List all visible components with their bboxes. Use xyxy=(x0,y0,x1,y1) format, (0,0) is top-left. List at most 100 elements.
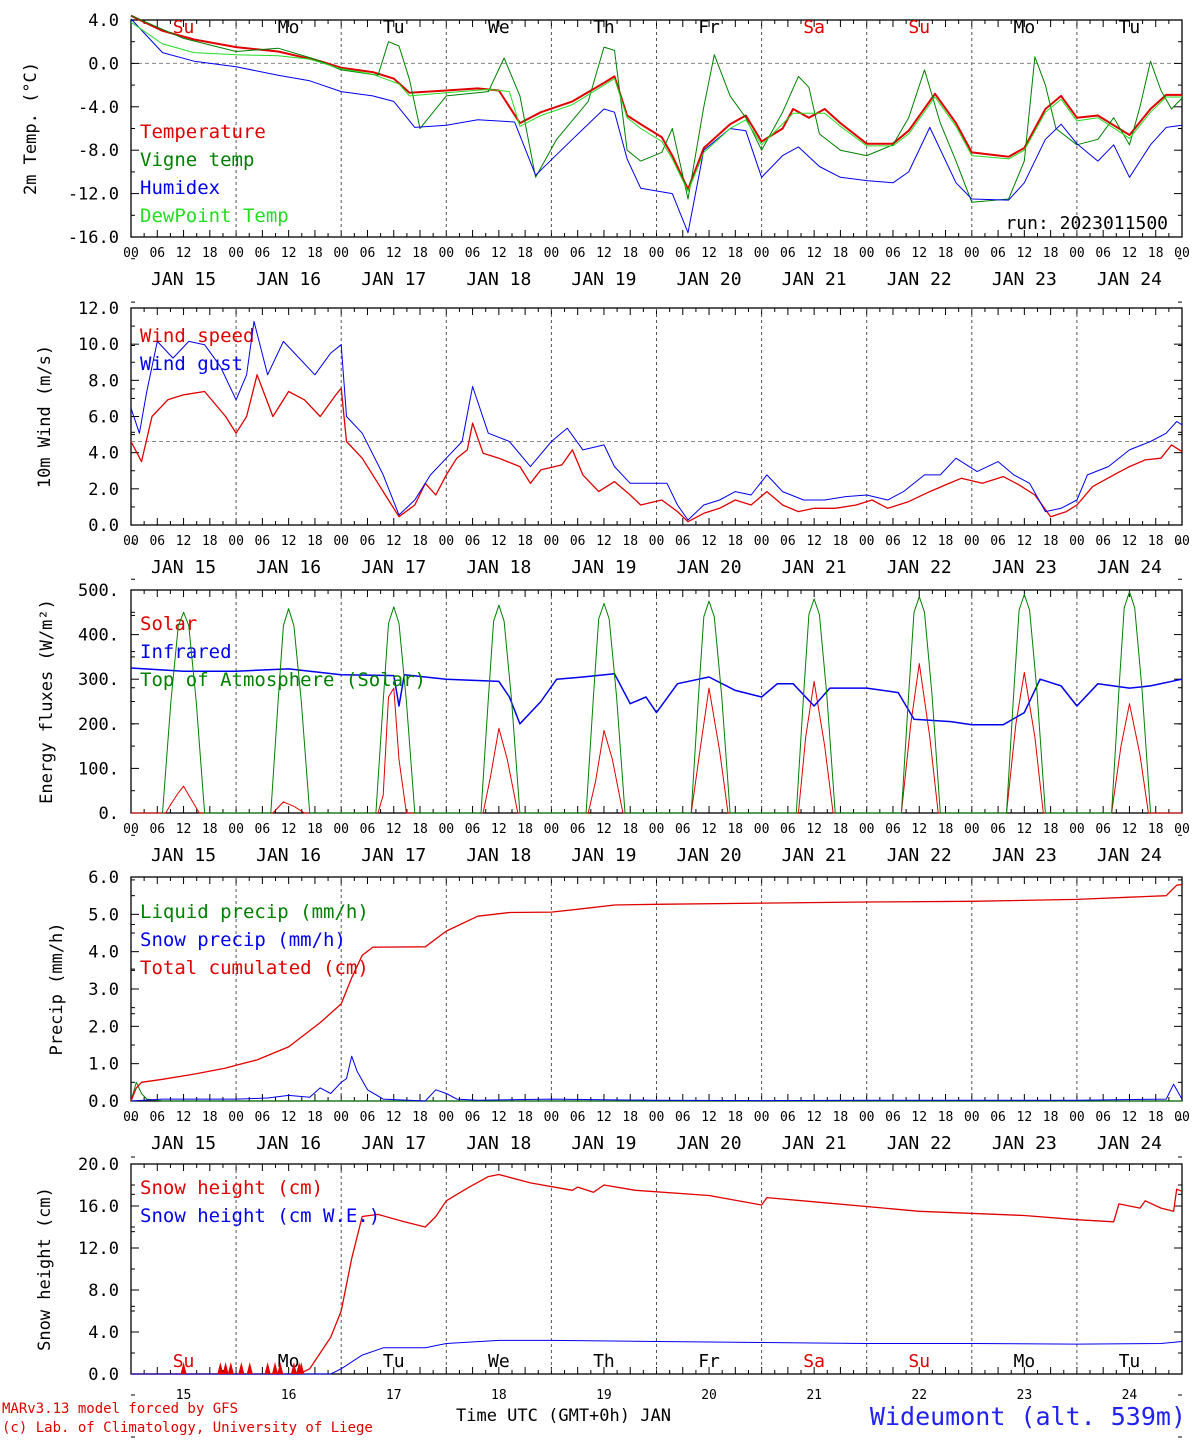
x-hour-label: 12 xyxy=(1122,822,1138,837)
x-day-label: JAN 17 xyxy=(361,557,426,578)
legend-entry: Snow precip (mm/h) xyxy=(140,929,346,951)
series-line-snow-height-cm- xyxy=(131,1173,1183,1375)
x-day-label: JAN 16 xyxy=(256,1133,321,1154)
x-hour-label: 12 xyxy=(701,246,717,261)
x-hour-label: 18 xyxy=(622,246,638,261)
weekday-label: Su xyxy=(908,1351,930,1372)
series-line-dewpoint-temp xyxy=(130,21,1182,192)
x-hour-label: 00 xyxy=(228,246,244,261)
x-hour-label: 06 xyxy=(885,246,901,261)
x-day-number: 21 xyxy=(806,1388,822,1403)
x-day-label: JAN 22 xyxy=(887,845,952,866)
x-hour-label: 06 xyxy=(149,534,165,549)
weekday-label: Su xyxy=(173,17,195,38)
x-hour-label: 18 xyxy=(307,822,323,837)
legend-entry: Humidex xyxy=(140,177,220,199)
x-hour-label: 12 xyxy=(176,1110,192,1125)
legend-entry: Wind speed xyxy=(140,325,254,347)
x-hour-label: 00 xyxy=(544,822,560,837)
y-tick-label: 4.0 xyxy=(88,943,119,963)
x-hour-label: 12 xyxy=(911,822,927,837)
x-hour-label: 12 xyxy=(491,822,507,837)
x-hour-label: 06 xyxy=(465,246,481,261)
series-line-top-of-atmosphere-solar- xyxy=(162,591,1151,814)
x-hour-label: 18 xyxy=(1148,1110,1164,1125)
x-hour-label: 06 xyxy=(570,246,586,261)
x-hour-label: 12 xyxy=(701,822,717,837)
x-hour-label: 06 xyxy=(990,1110,1006,1125)
x-hour-label: 00 xyxy=(964,534,980,549)
legend-entry: Snow height (cm W.E.) xyxy=(140,1205,380,1227)
x-hour-label: 12 xyxy=(596,1110,612,1125)
x-day-number: 20 xyxy=(701,1388,717,1403)
x-day-label: JAN 24 xyxy=(1097,269,1162,290)
y-tick-label: 6.0 xyxy=(88,408,119,428)
snowfall-marker xyxy=(246,1362,253,1374)
x-hour-label: 12 xyxy=(281,534,297,549)
x-hour-label: 06 xyxy=(360,534,376,549)
x-hour-label: 06 xyxy=(570,1110,586,1125)
x-hour-label: 18 xyxy=(1043,1110,1059,1125)
x-day-label: JAN 19 xyxy=(571,845,636,866)
y-tick-label: 8.0 xyxy=(88,371,119,391)
x-hour-label: 06 xyxy=(1095,534,1111,549)
x-day-label: JAN 15 xyxy=(151,269,216,290)
weekday-label: Su xyxy=(173,1351,195,1372)
x-hour-label: 12 xyxy=(491,246,507,261)
y-axis-label: Energy fluxes (W/m²) xyxy=(37,599,57,804)
x-hour-label: 12 xyxy=(1122,246,1138,261)
legend-entry: Total cumulated (cm) xyxy=(140,957,369,979)
weekday-label: Mo xyxy=(278,17,300,38)
y-axis-label: Precip (mm/h) xyxy=(47,922,67,1055)
x-hour-label: 06 xyxy=(1095,246,1111,261)
x-day-label: JAN 16 xyxy=(256,269,321,290)
x-hour-label: 00 xyxy=(1069,1110,1085,1125)
x-hour-label: 06 xyxy=(1095,822,1111,837)
copyright-line: (c) Lab. of Climatology, University of L… xyxy=(2,1420,373,1436)
series-line-total-cumulated-cm- xyxy=(130,883,1183,1102)
x-hour-label: 00 xyxy=(123,822,139,837)
x-hour-label: 00 xyxy=(964,246,980,261)
series-line-solar xyxy=(131,663,1182,814)
y-tick-label: 4.0 xyxy=(88,444,119,464)
x-hour-label: 00 xyxy=(1069,246,1085,261)
weekday-label: Mo xyxy=(1014,17,1036,38)
x-day-label: JAN 15 xyxy=(151,845,216,866)
x-hour-label: 18 xyxy=(938,534,954,549)
x-day-label: JAN 22 xyxy=(887,557,952,578)
x-hour-label: 00 xyxy=(1174,1110,1190,1125)
x-day-label: JAN 18 xyxy=(466,269,531,290)
x-hour-label: 06 xyxy=(990,822,1006,837)
x-day-number: 18 xyxy=(491,1388,507,1403)
x-hour-label: 00 xyxy=(964,822,980,837)
x-day-label: JAN 16 xyxy=(256,557,321,578)
x-hour-label: 06 xyxy=(885,1110,901,1125)
x-hour-label: 00 xyxy=(649,1110,665,1125)
y-tick-label: 300. xyxy=(78,670,119,690)
legend-entry: DewPoint Temp xyxy=(140,205,289,227)
x-day-label: JAN 20 xyxy=(677,1133,742,1154)
legend-entry: Wind gust xyxy=(140,353,243,375)
x-hour-label: 18 xyxy=(833,534,849,549)
x-day-label: JAN 17 xyxy=(361,1133,426,1154)
x-hour-label: 00 xyxy=(754,1110,770,1125)
x-hour-label: 00 xyxy=(228,534,244,549)
x-hour-label: 06 xyxy=(255,534,271,549)
x-hour-label: 18 xyxy=(412,1110,428,1125)
y-tick-label: 8.0 xyxy=(88,1281,119,1301)
x-day-label: JAN 18 xyxy=(466,845,531,866)
x-hour-label: 00 xyxy=(964,1110,980,1125)
x-day-label: JAN 21 xyxy=(782,557,847,578)
y-tick-label: 0. xyxy=(99,804,119,824)
x-day-label: JAN 24 xyxy=(1097,845,1162,866)
x-hour-label: 00 xyxy=(228,1110,244,1125)
x-hour-label: 12 xyxy=(701,534,717,549)
x-hour-label: 18 xyxy=(727,822,743,837)
y-tick-label: 20.0 xyxy=(78,1155,119,1175)
y-tick-label: 0.0 xyxy=(88,516,119,536)
y-tick-label: -8.0 xyxy=(78,141,119,161)
run-annotation: run: 2023011500 xyxy=(1005,213,1168,234)
series-line-vigne-temp xyxy=(130,15,1183,203)
x-hour-label: 06 xyxy=(675,534,691,549)
x-hour-label: 06 xyxy=(149,246,165,261)
